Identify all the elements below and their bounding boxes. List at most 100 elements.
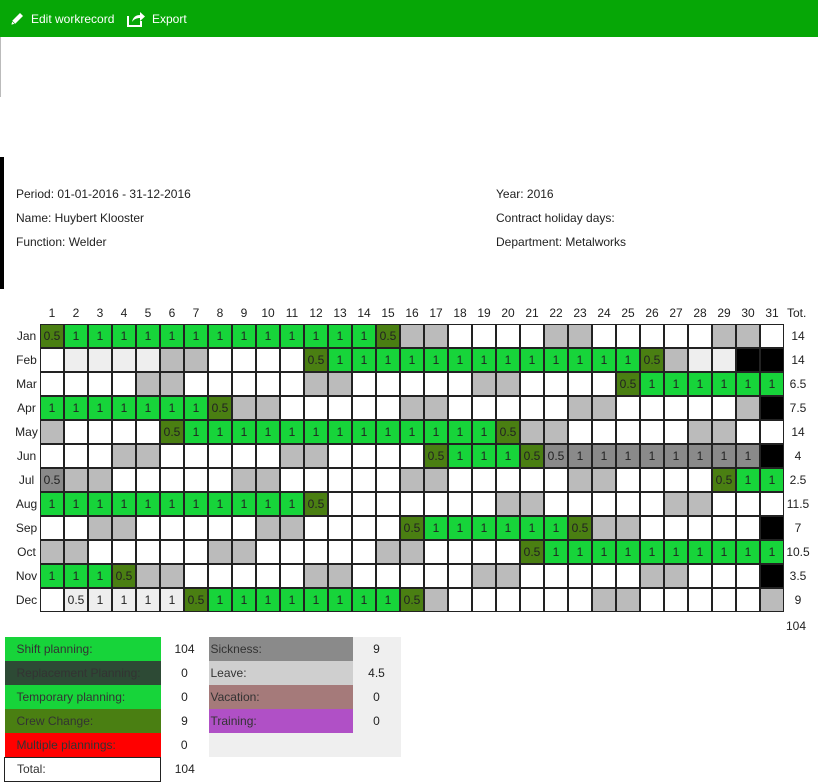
day-cell[interactable] bbox=[280, 372, 304, 396]
day-cell[interactable]: 1 bbox=[496, 348, 520, 372]
day-cell[interactable]: 1 bbox=[424, 420, 448, 444]
day-cell[interactable]: 1 bbox=[136, 588, 160, 612]
day-cell[interactable] bbox=[400, 396, 424, 420]
day-cell[interactable] bbox=[160, 468, 184, 492]
day-cell[interactable] bbox=[112, 468, 136, 492]
day-cell[interactable]: 1 bbox=[592, 540, 616, 564]
day-cell[interactable]: 1 bbox=[88, 492, 112, 516]
day-cell[interactable]: 1 bbox=[352, 588, 376, 612]
day-cell[interactable]: 1 bbox=[160, 492, 184, 516]
day-cell[interactable]: 0.5 bbox=[376, 324, 400, 348]
day-cell[interactable] bbox=[520, 396, 544, 420]
day-cell[interactable] bbox=[88, 348, 112, 372]
day-cell[interactable] bbox=[520, 420, 544, 444]
day-cell[interactable] bbox=[112, 348, 136, 372]
day-cell[interactable] bbox=[280, 516, 304, 540]
day-cell[interactable] bbox=[232, 372, 256, 396]
day-cell[interactable]: 1 bbox=[688, 540, 712, 564]
day-cell[interactable]: 1 bbox=[568, 444, 592, 468]
day-cell[interactable] bbox=[88, 444, 112, 468]
day-cell[interactable] bbox=[472, 492, 496, 516]
day-cell[interactable]: 1 bbox=[184, 420, 208, 444]
day-cell[interactable]: 1 bbox=[160, 588, 184, 612]
day-cell[interactable] bbox=[40, 444, 64, 468]
day-cell[interactable] bbox=[760, 516, 784, 540]
day-cell[interactable] bbox=[568, 396, 592, 420]
day-cell[interactable] bbox=[448, 396, 472, 420]
day-cell[interactable] bbox=[376, 516, 400, 540]
day-cell[interactable] bbox=[352, 492, 376, 516]
day-cell[interactable] bbox=[640, 396, 664, 420]
day-cell[interactable] bbox=[472, 540, 496, 564]
day-cell[interactable]: 0.5 bbox=[400, 516, 424, 540]
day-cell[interactable]: 1 bbox=[184, 492, 208, 516]
day-cell[interactable]: 1 bbox=[328, 348, 352, 372]
day-cell[interactable] bbox=[592, 420, 616, 444]
day-cell[interactable] bbox=[136, 540, 160, 564]
day-cell[interactable] bbox=[640, 420, 664, 444]
day-cell[interactable] bbox=[280, 468, 304, 492]
day-cell[interactable]: 1 bbox=[520, 348, 544, 372]
day-cell[interactable]: 1 bbox=[304, 420, 328, 444]
day-cell[interactable] bbox=[592, 396, 616, 420]
day-cell[interactable] bbox=[328, 540, 352, 564]
day-cell[interactable] bbox=[760, 588, 784, 612]
day-cell[interactable] bbox=[208, 444, 232, 468]
day-cell[interactable] bbox=[544, 492, 568, 516]
day-cell[interactable] bbox=[592, 324, 616, 348]
day-cell[interactable] bbox=[688, 588, 712, 612]
day-cell[interactable] bbox=[448, 372, 472, 396]
day-cell[interactable] bbox=[232, 540, 256, 564]
day-cell[interactable] bbox=[688, 516, 712, 540]
day-cell[interactable] bbox=[256, 468, 280, 492]
day-cell[interactable] bbox=[280, 396, 304, 420]
day-cell[interactable] bbox=[112, 372, 136, 396]
day-cell[interactable]: 1 bbox=[136, 492, 160, 516]
day-cell[interactable] bbox=[136, 372, 160, 396]
day-cell[interactable]: 0.5 bbox=[568, 516, 592, 540]
day-cell[interactable] bbox=[712, 564, 736, 588]
day-cell[interactable] bbox=[640, 564, 664, 588]
day-cell[interactable] bbox=[400, 468, 424, 492]
day-cell[interactable] bbox=[496, 468, 520, 492]
export-button[interactable]: Export bbox=[126, 0, 187, 37]
day-cell[interactable] bbox=[136, 420, 160, 444]
day-cell[interactable]: 1 bbox=[712, 444, 736, 468]
day-cell[interactable] bbox=[112, 516, 136, 540]
day-cell[interactable] bbox=[472, 468, 496, 492]
day-cell[interactable] bbox=[64, 372, 88, 396]
day-cell[interactable]: 1 bbox=[736, 444, 760, 468]
day-cell[interactable]: 1 bbox=[304, 324, 328, 348]
day-cell[interactable] bbox=[616, 468, 640, 492]
day-cell[interactable] bbox=[376, 564, 400, 588]
day-cell[interactable]: 1 bbox=[760, 372, 784, 396]
day-cell[interactable] bbox=[736, 420, 760, 444]
day-cell[interactable] bbox=[664, 564, 688, 588]
day-cell[interactable]: 1 bbox=[376, 588, 400, 612]
day-cell[interactable] bbox=[616, 420, 640, 444]
day-cell[interactable] bbox=[376, 492, 400, 516]
day-cell[interactable] bbox=[760, 324, 784, 348]
day-cell[interactable]: 1 bbox=[136, 396, 160, 420]
day-cell[interactable] bbox=[256, 564, 280, 588]
day-cell[interactable] bbox=[64, 540, 88, 564]
day-cell[interactable]: 0.5 bbox=[304, 348, 328, 372]
day-cell[interactable] bbox=[328, 516, 352, 540]
day-cell[interactable] bbox=[64, 468, 88, 492]
day-cell[interactable] bbox=[352, 564, 376, 588]
day-cell[interactable]: 1 bbox=[256, 324, 280, 348]
day-cell[interactable] bbox=[760, 444, 784, 468]
day-cell[interactable]: 1 bbox=[736, 540, 760, 564]
day-cell[interactable] bbox=[544, 324, 568, 348]
day-cell[interactable] bbox=[352, 396, 376, 420]
day-cell[interactable]: 1 bbox=[256, 492, 280, 516]
day-cell[interactable] bbox=[424, 588, 448, 612]
day-cell[interactable] bbox=[184, 444, 208, 468]
day-cell[interactable] bbox=[448, 324, 472, 348]
day-cell[interactable] bbox=[568, 420, 592, 444]
day-cell[interactable] bbox=[232, 444, 256, 468]
day-cell[interactable] bbox=[712, 516, 736, 540]
day-cell[interactable] bbox=[160, 540, 184, 564]
day-cell[interactable] bbox=[352, 516, 376, 540]
day-cell[interactable] bbox=[280, 564, 304, 588]
